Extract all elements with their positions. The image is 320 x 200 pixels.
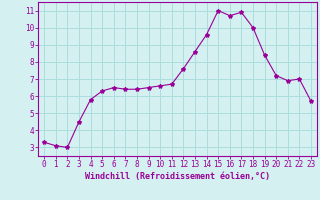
X-axis label: Windchill (Refroidissement éolien,°C): Windchill (Refroidissement éolien,°C) bbox=[85, 172, 270, 181]
